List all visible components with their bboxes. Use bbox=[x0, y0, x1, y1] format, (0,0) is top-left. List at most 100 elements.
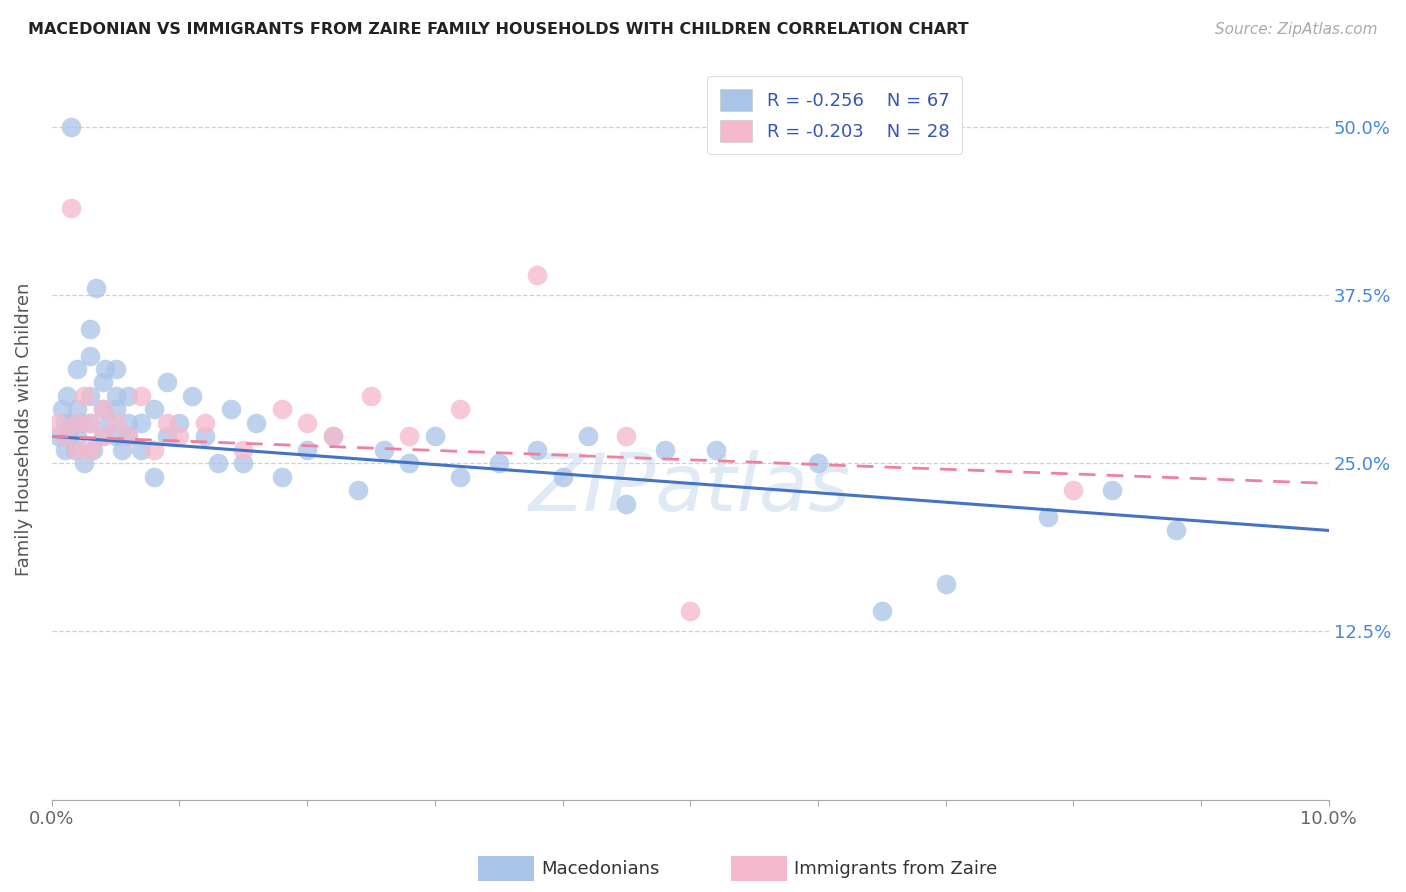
Point bbox=[104, 362, 127, 376]
Point bbox=[104, 389, 127, 403]
Point bbox=[488, 456, 510, 470]
Point bbox=[129, 416, 152, 430]
Point bbox=[935, 577, 957, 591]
Point bbox=[156, 376, 179, 390]
Point bbox=[194, 429, 217, 443]
Point bbox=[1101, 483, 1123, 497]
Point bbox=[616, 497, 638, 511]
Point bbox=[295, 416, 318, 430]
Point bbox=[66, 416, 89, 430]
Point bbox=[117, 416, 139, 430]
Point bbox=[1062, 483, 1084, 497]
Point bbox=[181, 389, 204, 403]
Point bbox=[207, 456, 229, 470]
Point bbox=[526, 268, 548, 282]
Point bbox=[347, 483, 370, 497]
Point bbox=[1164, 524, 1187, 538]
Point bbox=[142, 442, 165, 457]
Text: MACEDONIAN VS IMMIGRANTS FROM ZAIRE FAMILY HOUSEHOLDS WITH CHILDREN CORRELATION : MACEDONIAN VS IMMIGRANTS FROM ZAIRE FAMI… bbox=[28, 22, 969, 37]
Point bbox=[576, 429, 599, 443]
Point bbox=[104, 402, 127, 417]
Point bbox=[66, 402, 89, 417]
Point bbox=[373, 442, 395, 457]
Point bbox=[66, 442, 89, 457]
Point bbox=[59, 416, 82, 430]
Point bbox=[654, 442, 676, 457]
Point bbox=[53, 429, 76, 443]
Point bbox=[616, 429, 638, 443]
Point bbox=[79, 416, 101, 430]
Point bbox=[58, 429, 80, 443]
Point bbox=[169, 416, 191, 430]
Legend: R = -0.256    N = 67, R = -0.203    N = 28: R = -0.256 N = 67, R = -0.203 N = 28 bbox=[707, 76, 962, 154]
Point bbox=[66, 429, 89, 443]
Point bbox=[73, 389, 96, 403]
Point bbox=[79, 349, 101, 363]
Point bbox=[51, 402, 73, 417]
Point bbox=[104, 429, 127, 443]
Point bbox=[91, 429, 114, 443]
Point bbox=[117, 429, 139, 443]
Point bbox=[360, 389, 382, 403]
Point bbox=[59, 201, 82, 215]
Point bbox=[104, 416, 127, 430]
Point bbox=[98, 416, 121, 430]
Point bbox=[117, 389, 139, 403]
Point bbox=[69, 416, 91, 430]
Point bbox=[398, 456, 420, 470]
Point bbox=[807, 456, 830, 470]
Point bbox=[398, 429, 420, 443]
Point bbox=[129, 442, 152, 457]
Point bbox=[870, 604, 893, 618]
Point bbox=[322, 429, 344, 443]
Point bbox=[91, 402, 114, 417]
Point bbox=[270, 469, 292, 483]
Point bbox=[142, 402, 165, 417]
Point bbox=[169, 429, 191, 443]
Point bbox=[56, 389, 79, 403]
Point bbox=[63, 442, 86, 457]
Point bbox=[79, 416, 101, 430]
Point bbox=[526, 442, 548, 457]
Point bbox=[79, 442, 101, 457]
Point bbox=[449, 469, 471, 483]
Point bbox=[59, 120, 82, 134]
Point bbox=[551, 469, 574, 483]
Point bbox=[194, 416, 217, 430]
Point bbox=[46, 416, 69, 430]
Point bbox=[91, 376, 114, 390]
Point bbox=[79, 389, 101, 403]
Text: Immigrants from Zaire: Immigrants from Zaire bbox=[794, 860, 998, 878]
Point bbox=[46, 429, 69, 443]
Point bbox=[423, 429, 446, 443]
Point bbox=[79, 321, 101, 335]
Text: ZIPatlas: ZIPatlas bbox=[529, 450, 851, 528]
Y-axis label: Family Households with Children: Family Households with Children bbox=[15, 283, 32, 576]
Point bbox=[1036, 510, 1059, 524]
Point bbox=[86, 281, 108, 295]
Point bbox=[449, 402, 471, 417]
Point bbox=[94, 362, 117, 376]
Point bbox=[322, 429, 344, 443]
Point bbox=[91, 429, 114, 443]
Point bbox=[219, 402, 242, 417]
Text: Macedonians: Macedonians bbox=[541, 860, 659, 878]
Point bbox=[73, 456, 96, 470]
Point bbox=[91, 402, 114, 417]
Point bbox=[245, 416, 267, 430]
Point bbox=[156, 429, 179, 443]
Point bbox=[270, 402, 292, 417]
Point bbox=[232, 442, 254, 457]
Point bbox=[66, 362, 89, 376]
Point bbox=[232, 456, 254, 470]
Point bbox=[129, 389, 152, 403]
Point bbox=[295, 442, 318, 457]
Text: Source: ZipAtlas.com: Source: ZipAtlas.com bbox=[1215, 22, 1378, 37]
Point bbox=[53, 416, 76, 430]
Point bbox=[111, 442, 134, 457]
Point bbox=[679, 604, 702, 618]
Point bbox=[142, 469, 165, 483]
Point bbox=[156, 416, 179, 430]
Point bbox=[117, 429, 139, 443]
Point bbox=[53, 442, 76, 457]
